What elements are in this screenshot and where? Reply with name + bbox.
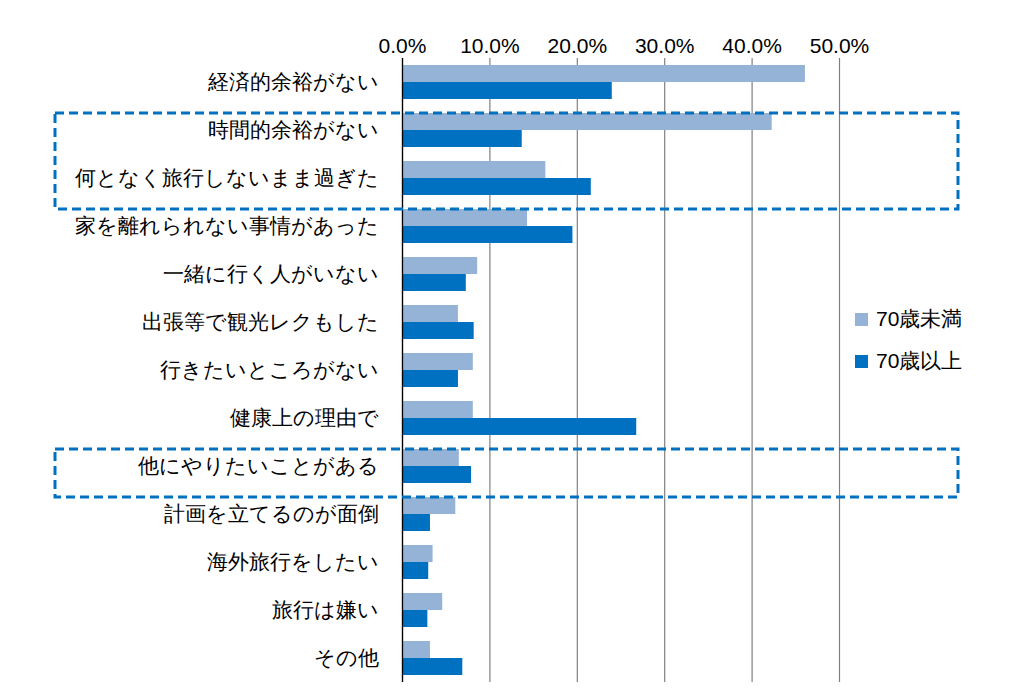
svg-text:時間的余裕がない: 時間的余裕がない: [208, 118, 379, 141]
svg-text:20.0%: 20.0%: [548, 34, 608, 57]
svg-text:0.0%: 0.0%: [379, 34, 427, 57]
svg-text:健康上の理由で: 健康上の理由で: [230, 406, 379, 429]
svg-text:40.0%: 40.0%: [722, 34, 782, 57]
svg-text:海外旅行をしたい: 海外旅行をしたい: [207, 550, 379, 573]
svg-text:経済的余裕がない: 経済的余裕がない: [207, 70, 379, 93]
svg-text:出張等で観光レクもした: 出張等で観光レクもした: [142, 310, 379, 333]
svg-text:その他: その他: [314, 646, 379, 669]
svg-text:行きたいところがない: 行きたいところがない: [160, 358, 379, 381]
svg-text:50.0%: 50.0%: [810, 34, 870, 57]
svg-text:家を離れられない事情があった: 家を離れられない事情があった: [75, 214, 379, 237]
svg-text:旅行は嫌い: 旅行は嫌い: [272, 598, 379, 621]
svg-text:30.0%: 30.0%: [635, 34, 695, 57]
svg-text:他にやりたいことがある: 他にやりたいことがある: [138, 454, 379, 477]
html-text:70歳以上: 70歳以上: [876, 349, 963, 372]
html-text:70歳未満: 70歳未満: [876, 307, 963, 330]
svg-text:計画を立てるのが面倒: 計画を立てるのが面倒: [164, 502, 379, 525]
svg-text:何となく旅行しないまま過ぎた: 何となく旅行しないまま過ぎた: [75, 166, 379, 189]
svg-text:10.0%: 10.0%: [460, 34, 520, 57]
svg-text:一緒に行く人がいない: 一緒に行く人がいない: [163, 262, 379, 285]
